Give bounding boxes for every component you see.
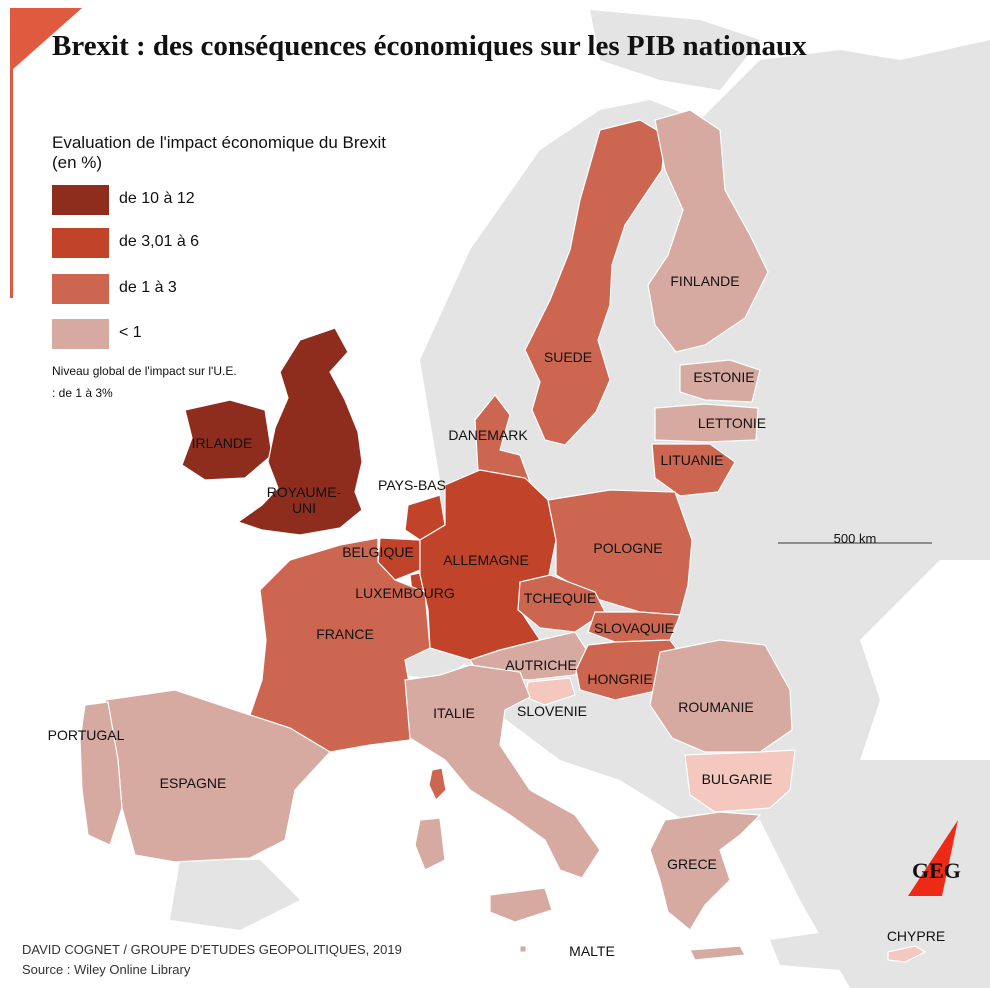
legend-title: Evaluation de l'impact économique du Bre… — [52, 133, 386, 172]
label-grece: GRECE — [667, 856, 717, 872]
label-france: FRANCE — [316, 626, 374, 642]
label-pays-bas: PAYS-BAS — [378, 477, 446, 493]
country-shape-chypre — [887, 945, 927, 963]
country-shape-finlande — [647, 109, 769, 353]
label-finlande: FINLANDE — [670, 273, 740, 289]
label-slovenie: SLOVENIE — [516, 703, 588, 719]
label-luxembourg: LUXEMBOURG — [355, 585, 455, 601]
legend-swatch — [52, 185, 109, 215]
label-bulgarie: BULGARIE — [701, 771, 773, 787]
label-pologne: POLOGNE — [593, 540, 663, 556]
country-shape-suede — [524, 119, 666, 446]
label-royaume-uni: ROYAUME-UNI — [266, 484, 342, 516]
legend-label: de 1 à 3 — [119, 279, 177, 296]
label-estonie: ESTONIE — [693, 369, 755, 385]
country-shape-estonie — [679, 359, 761, 403]
label-chypre: CHYPRE — [886, 928, 946, 944]
country-shape-lettonie — [654, 403, 759, 443]
label-lituanie: LITUANIE — [660, 452, 724, 468]
country-shape-sardaigne — [414, 817, 446, 871]
label-hongrie: HONGRIE — [587, 671, 653, 687]
country-shape-irlande — [181, 399, 273, 481]
scale-label: 500 km — [833, 531, 877, 546]
legend-label: < 1 — [119, 324, 142, 341]
credit-author: DAVID COGNET / GROUPE D'ETUDES GEOPOLITI… — [22, 942, 402, 957]
country-shape-roumanie — [649, 639, 793, 753]
country-shape-malte — [519, 945, 527, 953]
legend-note: Niveau global de l'impact sur l'U.E. : d… — [52, 364, 237, 400]
legend-swatch — [52, 274, 109, 304]
country-shape-sicile — [489, 887, 553, 923]
label-allemagne: ALLEMAGNE — [443, 552, 529, 568]
label-autriche: AUTRICHE — [505, 657, 577, 673]
legend-label: de 10 à 12 — [119, 190, 195, 207]
country-shape-italie — [404, 664, 601, 879]
label-danemark: DANEMARK — [448, 427, 528, 443]
label-portugal: PORTUGAL — [47, 727, 125, 743]
country-shape-grece — [649, 811, 762, 931]
legend-swatch — [52, 228, 109, 258]
label-malte: MALTE — [569, 943, 615, 959]
country-shape-lituanie — [651, 443, 736, 497]
label-slovaquie: SLOVAQUIE — [594, 620, 674, 636]
label-lettonie: LETTONIE — [697, 415, 767, 431]
country-shape-crete — [689, 945, 746, 961]
page-title: Brexit : des conséquences économiques su… — [52, 30, 807, 62]
label-suede: SUEDE — [543, 349, 593, 365]
corner-accent-shape — [12, 8, 82, 70]
label-tcheque: TCHEQUIE — [523, 590, 597, 606]
label-belgique: BELGIQUE — [342, 544, 414, 560]
country-shape-royaume-uni — [236, 327, 363, 536]
label-roumanie: ROUMANIE — [678, 699, 754, 715]
country-shape-corse — [428, 767, 447, 802]
label-irlande: IRLANDE — [191, 435, 253, 451]
label-espagne: ESPAGNE — [159, 775, 227, 791]
country-shape-tcheque — [517, 574, 606, 633]
legend-label: de 3,01 à 6 — [119, 233, 200, 250]
geg-logo-triangle — [908, 820, 958, 896]
label-italie: ITALIE — [433, 705, 475, 721]
geg-logo-text: GEG — [912, 858, 961, 883]
country-shape-portugal — [79, 701, 123, 846]
credit-source: Source : Wiley Online Library — [22, 962, 191, 977]
legend-swatch — [52, 319, 109, 349]
country-shape-bulgarie — [684, 749, 796, 813]
corner-accent-bar — [10, 8, 13, 298]
